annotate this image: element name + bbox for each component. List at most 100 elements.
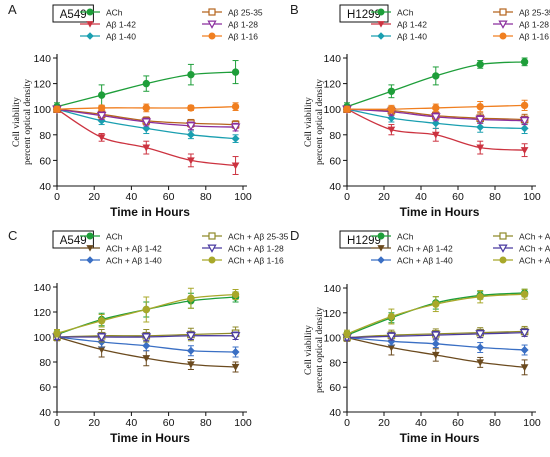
panel-d-point-ach-abeta-1-42-96 (520, 364, 529, 372)
panel-d-point-ach-abeta-1-16-0 (343, 330, 351, 338)
panel-d-legend-label-ach: ACh (397, 232, 414, 242)
panel-a-point-abeta-1-28-72 (186, 122, 196, 131)
panel-a-y-tick-label-120: 120 (33, 79, 51, 91)
panel-d-point-ach-abeta-1-16-96 (520, 290, 529, 298)
panel-b-y-tick-label-140: 140 (323, 53, 341, 65)
panel-d: D H1299 ACh ACh + Aβ 1-42 ACh + Aβ 1-40 ACh +… (290, 228, 550, 445)
panel-a-x-tick-label-0: 0 (54, 191, 60, 203)
panel-b-point-abeta-1-40-48 (431, 119, 440, 128)
panel-a-y-axis-title-line-2: percent optical density (23, 79, 33, 165)
panel-d-x-tick-label-100: 100 (523, 417, 541, 429)
panel-a-point-abeta-1-28-48 (141, 118, 152, 128)
panel-d-cell-line-label: H1299 (347, 235, 381, 247)
panel-d-x-tick-label-20: 20 (378, 417, 390, 429)
panel-c-legend-item-ach-abeta-1-28: ACh + Aβ 1-28 (202, 244, 284, 254)
panel-b-legend-item-abeta-1-40: Aβ 1-40 (371, 32, 427, 42)
panel-b-legend-item-ach: ACh (371, 8, 414, 18)
panel-d-point-ach-abeta-1-16-24 (387, 312, 396, 321)
panel-d-point-ach-abeta-1-16-72 (476, 292, 484, 301)
panel-b-legend-marker-abeta-25-35 (499, 8, 507, 16)
panel-a-y-tick-label-100: 100 (33, 104, 51, 116)
panel-d-y-axis-title-line-2: percent optical density (315, 307, 325, 393)
panel-d-legend-item-ach-abeta-1-42: ACh + Aβ 1-42 (371, 244, 453, 254)
panel-a-point-abeta-1-16-96 (231, 102, 240, 111)
panel-d-y-tick-label-80: 80 (329, 357, 341, 369)
panel-c-legend-marker-ach-abeta-1-42 (86, 245, 94, 252)
panel-c-series-ach-abeta-1-16 (53, 287, 240, 338)
panel-b-legend-label-abeta-1-40: Aβ 1-40 (397, 32, 427, 42)
panel-a-point-abeta-1-16-48 (142, 104, 150, 112)
panel-b-point-ach-72 (476, 60, 484, 69)
panel-a-point-abeta-1-28-96 (230, 123, 241, 133)
panel-c-legend-item-ach-abeta-1-42: ACh + Aβ 1-42 (80, 244, 162, 254)
panel-b-x-tick-label-80: 80 (489, 191, 501, 203)
panel-c-x-tick-label-40: 40 (126, 417, 138, 429)
panel-a-point-abeta-1-16-24 (97, 104, 106, 112)
panel-d-legend-label-ach-abeta-1-42: ACh + Aβ 1-42 (397, 244, 453, 254)
panel-c-point-ach-abeta-1-42-96 (231, 363, 240, 371)
panel-b-y-axis-title-line-1: Cell viability (304, 97, 314, 147)
panel-a-legend-item-abeta-1-28: Aβ 1-28 (202, 20, 258, 30)
panel-d-legend-item-ach-abeta-1-28: ACh + Aβ 1-28 (493, 244, 550, 254)
panel-a-point-ach-24 (97, 91, 106, 99)
panel-d-legend-label-ach-abeta-1-16: ACh + Aβ 1-16 (519, 256, 550, 266)
panel-a-x-tick-label-100: 100 (234, 191, 252, 203)
panel-d-point-ach-abeta-1-40-96 (520, 346, 529, 354)
panel-b-x-tick-label-60: 60 (452, 191, 464, 203)
panel-b-legend-label-abeta-1-28: Aβ 1-28 (519, 20, 549, 30)
panel-b-legend-label-abeta-1-42: Aβ 1-42 (397, 20, 427, 30)
panel-a: A A549 ACh Aβ 1-42 Aβ 1-40 Aβ 25-35 Aβ 1-28 Aβ … (8, 2, 263, 219)
panel-b-series-abeta-1-16 (343, 99, 529, 114)
panel-d-point-ach-abeta-1-28-48 (430, 331, 441, 341)
panel-a-x-tick-label-40: 40 (126, 191, 138, 203)
panel-c-point-ach-abeta-1-16-48 (142, 305, 150, 314)
panel-c-y-tick-label-40: 40 (39, 407, 51, 419)
panel-b-legend-marker-abeta-1-40 (377, 32, 385, 40)
panel-d-letter: D (290, 228, 299, 243)
panel-a-legend-label-ach: ACh (106, 8, 123, 18)
panel-d-y-axis-title-line-1: Cell viability (304, 325, 314, 375)
panel-c-legend-label-ach-abeta-1-16: ACh + Aβ 1-16 (228, 256, 284, 266)
panel-c-y-tick-label-140: 140 (33, 282, 51, 294)
panel-d-legend-item-ach-abeta-1-16: ACh + Aβ 1-16 (493, 256, 550, 266)
panel-b-point-abeta-1-16-72 (476, 102, 484, 111)
panel-b-y-tick-label-60: 60 (329, 155, 341, 167)
panel-a-point-abeta-1-40-24 (97, 116, 106, 125)
panel-b-y-axis-title-line-2: percent optical density (315, 79, 325, 165)
panel-a-legend-marker-abeta-1-42 (86, 21, 94, 28)
panel-b-y-tick-label-100: 100 (323, 104, 341, 116)
panel-c-point-ach-abeta-1-28-72 (186, 332, 196, 341)
panel-a-legend-marker-abeta-1-16 (208, 32, 216, 40)
panel-d-legend-marker-ach (377, 232, 385, 240)
panel-a-y-tick-label-80: 80 (39, 130, 51, 142)
panel-a-legend-marker-abeta-1-28 (207, 20, 217, 29)
panel-d-point-ach-abeta-1-28-72 (475, 330, 486, 339)
panel-c-x-tick-label-20: 20 (88, 417, 100, 429)
panel-b-legend-marker-ach (377, 8, 385, 16)
panel-c-x-tick-label-80: 80 (200, 417, 212, 429)
panel-b-legend-marker-abeta-1-42 (377, 21, 385, 28)
panel-c-legend-marker-ach-abeta-1-16 (208, 256, 216, 264)
panel-a-legend-label-abeta-1-42: Aβ 1-42 (106, 20, 136, 30)
panel-c-legend-item-ach-abeta-25-35: ACh + Aβ 25-35 (202, 232, 289, 242)
panel-d-legend-marker-ach-abeta-1-40 (377, 256, 385, 264)
panel-c-x-tick-label-60: 60 (163, 417, 175, 429)
panel-a-legend-marker-abeta-25-35 (208, 8, 216, 16)
panel-a-point-abeta-1-42-24 (97, 134, 106, 142)
panel-c-legend-item-ach-abeta-1-16: ACh + Aβ 1-16 (202, 256, 284, 266)
panel-b-y-tick-label-80: 80 (329, 130, 341, 142)
panel-d-series-ach-abeta-1-16 (343, 288, 529, 339)
panel-a-point-abeta-1-42-72 (187, 157, 195, 165)
panel-b-point-abeta-1-16-48 (432, 104, 440, 112)
panel-c-y-tick-label-80: 80 (39, 357, 51, 369)
panel-b-point-abeta-1-40-72 (476, 123, 485, 132)
panel-c-point-ach-abeta-1-40-48 (142, 341, 151, 350)
panel-c-legend-marker-ach-abeta-25-35 (208, 232, 216, 240)
panel-d-x-tick-label-40: 40 (415, 417, 427, 429)
panel-d-point-ach-abeta-1-42-72 (476, 359, 485, 367)
panel-d-y-tick-label-60: 60 (329, 382, 341, 394)
panel-d-cell-line-box (339, 230, 389, 249)
panel-b-legend-label-abeta-25-35: Aβ 25-35 (519, 8, 550, 18)
panel-d-legend-item-ach-abeta-1-40: ACh + Aβ 1-40 (371, 256, 453, 266)
